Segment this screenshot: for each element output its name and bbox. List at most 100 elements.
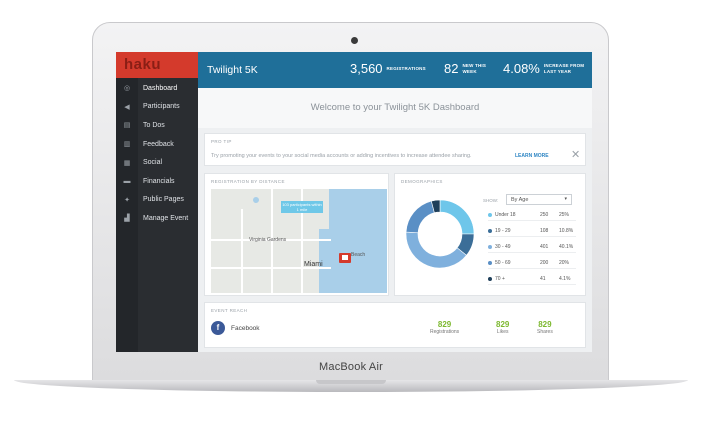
laptop-base (14, 380, 688, 392)
sidebar-item-label: Manage Event (143, 214, 189, 222)
clipboard-icon: ▤ (116, 116, 138, 135)
sidebar-item-dashboard[interactable]: ◎ Dashboard (116, 79, 198, 98)
runner-icon: ✦ (116, 190, 138, 210)
donut-slice (439, 199, 475, 235)
legend-dot (488, 277, 492, 281)
sidebar-item-todos[interactable]: ▤ To Dos (116, 116, 198, 135)
demographic-count: 41 (540, 276, 546, 282)
event-reach-card: EVENT REACH f Facebook 829 Registrations… (204, 302, 586, 348)
sidebar-item-feedback[interactable]: ▥ Feedback (116, 134, 198, 154)
demographics-card: DEMOGRAPHICS SHOW: By Age ▾ Under 18 250 2… (394, 173, 586, 296)
demographic-pct: 25% (559, 212, 570, 218)
demographic-row: 30 - 49 401 40.1% (488, 244, 576, 254)
sidebar-item-label: Dashboard (143, 84, 178, 92)
event-title: Twilight 5K (207, 64, 258, 76)
stat-value: 82 (444, 61, 459, 76)
demographic-pct: 20% (559, 260, 570, 266)
sidebar-item-label: Public Pages (143, 196, 184, 204)
donut-slice (405, 200, 435, 234)
sidebar-item-label: To Dos (143, 121, 165, 129)
demographic-row: 50 - 69 200 20% (488, 260, 576, 270)
map[interactable]: 103 participants within 1 mile Virginia … (211, 189, 387, 293)
demographic-row: Under 18 250 25% (488, 212, 576, 222)
show-label: SHOW: (483, 198, 499, 203)
demographic-name: 19 - 29 (495, 228, 511, 234)
map-label-beach: Beach (351, 252, 366, 258)
sidebar-item-participants[interactable]: ◀ Participants (116, 97, 198, 117)
document-icon: ▥ (116, 134, 138, 154)
card-heading: REGISTRATION BY DISTANCE (211, 179, 285, 184)
legend-dot (488, 261, 492, 265)
demographic-name: 70 + (495, 276, 505, 282)
legend-dot (488, 213, 492, 217)
demographic-pct: 40.1% (559, 244, 574, 250)
building-icon: ▟ (116, 209, 138, 228)
map-label: Virginia Gardens (249, 237, 287, 243)
demographic-name: 50 - 69 (495, 260, 511, 266)
sidebar-item-label: Social (143, 159, 163, 167)
logo[interactable]: haku (116, 52, 198, 78)
dashboard-icon: ◎ (116, 79, 138, 98)
main-content: Welcome to your Twilight 5K Dashboard PR… (198, 88, 592, 352)
pro-tip-card: PRO TIP Try promoting your events to you… (204, 133, 586, 166)
calendar-icon: ▦ (116, 153, 138, 172)
header-bar: Twilight 5K 3,560 REGISTRATIONS 82 NEW T… (198, 52, 592, 88)
donut-slice (430, 199, 441, 214)
learn-more-link[interactable]: LEARN MORE (515, 153, 549, 159)
demographic-count: 108 (540, 228, 549, 234)
reach-metric-shares: 829 Shares (537, 320, 553, 335)
stat-value: 3,560 (350, 61, 383, 76)
registration-by-distance-card: REGISTRATION BY DISTANCE 103 participant… (204, 173, 389, 296)
metric-label: Likes (496, 329, 509, 335)
sidebar-item-label: Financials (143, 177, 175, 185)
laptop-notch (316, 380, 386, 384)
demographics-donut-chart (405, 199, 475, 269)
camera-icon (351, 37, 358, 44)
demographic-count: 250 (540, 212, 549, 218)
sidebar-item-social[interactable]: ▦ Social (116, 153, 198, 172)
demographic-row: 70 + 41 4.1% (488, 276, 576, 286)
sidebar-item-label: Feedback (143, 140, 174, 148)
flag-icon (342, 255, 348, 260)
demographic-name: Under 18 (495, 212, 516, 218)
chevron-down-icon: ▾ (564, 196, 567, 202)
sidebar-item-public-pages[interactable]: ✦ Public Pages (116, 190, 198, 210)
donut-slice (405, 231, 467, 269)
truck-icon: ▬ (116, 171, 138, 191)
map-label-city: Miami (304, 261, 323, 268)
stat-label: REGISTRATIONS (386, 65, 426, 71)
stat-new-this-week: 82 NEW THIS WEEK (444, 61, 488, 76)
network-label: Facebook (231, 325, 260, 332)
stat-registrations: 3,560 REGISTRATIONS (350, 61, 431, 76)
card-heading: DEMOGRAPHICS (401, 179, 443, 184)
legend-dot (488, 229, 492, 233)
demographic-count: 200 (540, 260, 549, 266)
map-callout[interactable]: 103 participants within 1 mile (281, 201, 323, 213)
metric-value: 829 (437, 320, 452, 329)
demographic-name: 30 - 49 (495, 244, 511, 250)
card-heading: PRO TIP (211, 139, 232, 144)
device-label: MacBook Air (319, 361, 383, 373)
sidebar-item-label: Participants (143, 103, 180, 111)
demographics-select[interactable]: By Age ▾ (506, 194, 572, 205)
page-title: Welcome to your Twilight 5K Dashboard (198, 88, 592, 128)
close-icon[interactable]: ✕ (571, 149, 581, 161)
stat-label: NEW THIS WEEK (462, 63, 487, 74)
megaphone-icon: ◀ (116, 97, 138, 117)
demographic-count: 401 (540, 244, 549, 250)
stat-label: INCREASE FROM LAST YEAR (543, 63, 585, 74)
sidebar: haku ◎ Dashboard ◀ Participants ▤ To Dos ▥ F… (116, 52, 198, 352)
stat-increase: 4.08% INCREASE FROM LAST YEAR (503, 61, 590, 76)
sidebar-item-financials[interactable]: ▬ Financials (116, 171, 198, 191)
legend-dot (488, 245, 492, 249)
metric-value: 829 (496, 320, 510, 329)
metric-label: Registrations (430, 329, 460, 335)
demographic-row: 19 - 29 108 10.8% (488, 228, 576, 238)
reach-metric-registrations: 829 Registrations (430, 320, 459, 335)
sidebar-item-manage-event[interactable]: ▟ Manage Event (116, 209, 198, 228)
metric-value: 829 (538, 320, 552, 329)
metric-label: Shares (537, 329, 553, 335)
reach-metric-likes: 829 Likes (496, 320, 509, 335)
facebook-icon: f (211, 321, 225, 335)
